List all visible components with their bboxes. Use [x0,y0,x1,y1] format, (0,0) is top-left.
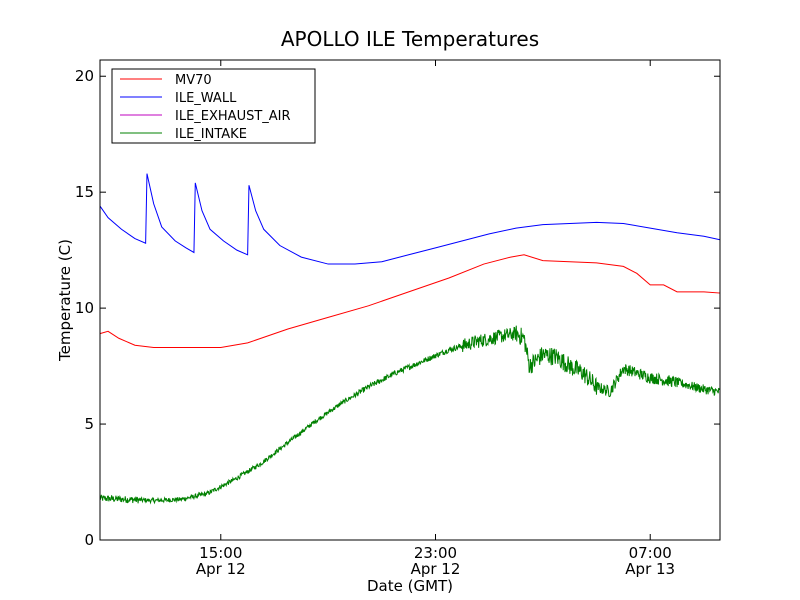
x-axis-label: Date (GMT) [367,577,453,595]
series-line-ile-intake [99,325,721,505]
x-tick-label-time: 23:00 [414,544,457,562]
series-layer [99,155,721,505]
x-tick-label-date: Apr 13 [625,560,675,578]
legend-label-ile-wall: ILE_WALL [175,91,237,106]
x-tick-label-time: 07:00 [629,544,672,562]
y-tick-label: 5 [84,415,94,433]
legend: MV70 ILE_WALL ILE_EXHAUST_AIR ILE_INTAKE [111,68,316,144]
legend-label-ile-exhaust-air: ILE_EXHAUST_AIR [175,109,291,124]
legend-label-ile-intake: ILE_INTAKE [175,127,247,142]
y-tick-label: 0 [84,531,94,549]
x-tick-label-date: Apr 12 [411,560,461,578]
y-tick-label: 15 [75,183,94,201]
plot-frame [99,59,721,541]
y-axis-label: Temperature (C) [56,239,74,362]
y-tick-label: 10 [75,299,94,317]
legend-entries: MV70 ILE_WALL ILE_EXHAUST_AIR ILE_INTAKE [120,73,291,142]
legend-box [111,68,316,144]
series-line-ile-wall [99,155,721,265]
chart-title: APOLLO ILE Temperatures [281,27,539,51]
y-tick-label: 20 [75,67,94,85]
x-tick-label-date: Apr 12 [196,560,246,578]
x-tick-label-time: 15:00 [199,544,242,562]
legend-label-mv70: MV70 [175,73,212,88]
series-line-mv70 [99,189,721,349]
